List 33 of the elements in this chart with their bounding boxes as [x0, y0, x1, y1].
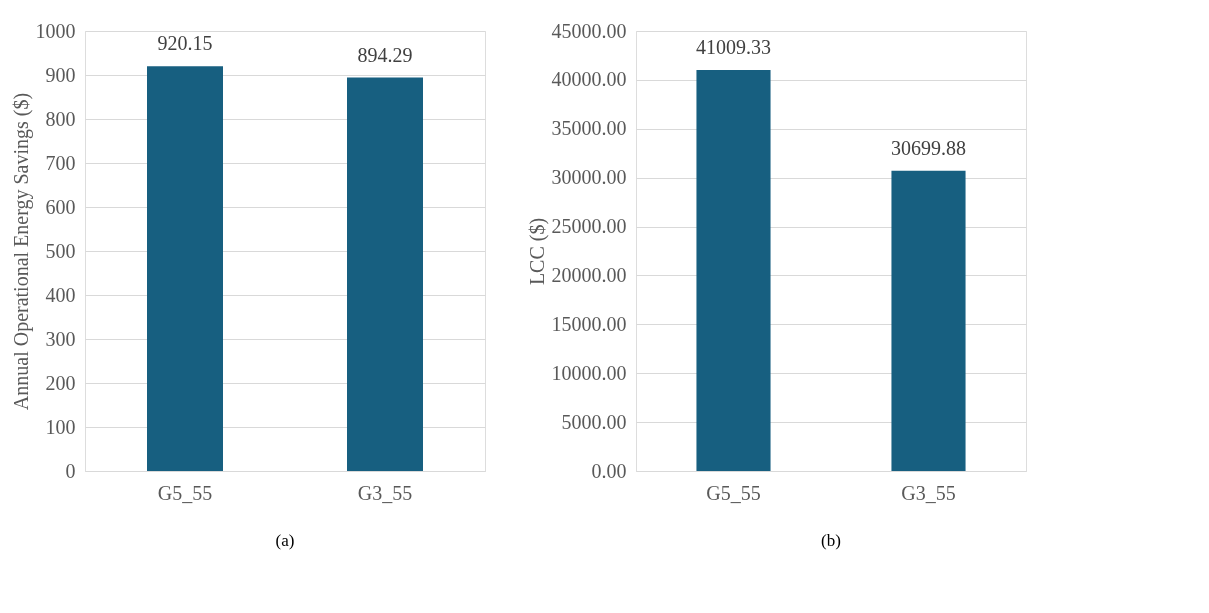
y-tick-label: 900: [45, 63, 76, 86]
data-label: 41009.33: [696, 36, 771, 59]
y-axis-title: Annual Operational Energy Savings ($): [9, 92, 33, 411]
y-tick-label: 20000.00: [551, 263, 627, 286]
y-tick-label: 15000.00: [551, 312, 627, 335]
y-tick-label: 500: [45, 239, 76, 262]
data-label: 920.15: [157, 32, 213, 55]
y-tick-label: 1000: [35, 19, 76, 42]
data-label: 894.29: [357, 43, 413, 66]
x-tick-label: G5_55: [706, 481, 761, 504]
y-tick-label: 700: [45, 151, 76, 174]
x-tick-label: G5_55: [157, 481, 213, 504]
y-tick-label: 40000.00: [551, 68, 627, 91]
data-label: 30699.88: [891, 136, 966, 159]
x-tick-label: G3_55: [357, 481, 413, 504]
y-tick-label: 5000.00: [561, 410, 627, 433]
y-tick-label: 35000.00: [551, 117, 627, 140]
y-axis-title: LCC ($): [525, 217, 549, 286]
y-tick-label: 0: [65, 459, 76, 482]
y-tick-label: 200: [45, 371, 76, 394]
y-tick-label: 30000.00: [551, 166, 627, 189]
y-tick-label: 600: [45, 195, 76, 218]
x-tick-label: G3_55: [901, 481, 956, 504]
y-tick-label: 300: [45, 327, 76, 350]
y-tick-label: 10000.00: [551, 361, 627, 384]
y-tick-label: 25000.00: [551, 215, 627, 238]
y-tick-label: 0.00: [591, 459, 627, 482]
y-tick-label: 45000.00: [551, 19, 627, 42]
y-tick-label: 800: [45, 107, 76, 130]
text: (b): [821, 531, 841, 550]
text: (a): [275, 531, 295, 550]
y-tick-label: 100: [45, 415, 76, 438]
y-tick-label: 400: [45, 283, 76, 306]
